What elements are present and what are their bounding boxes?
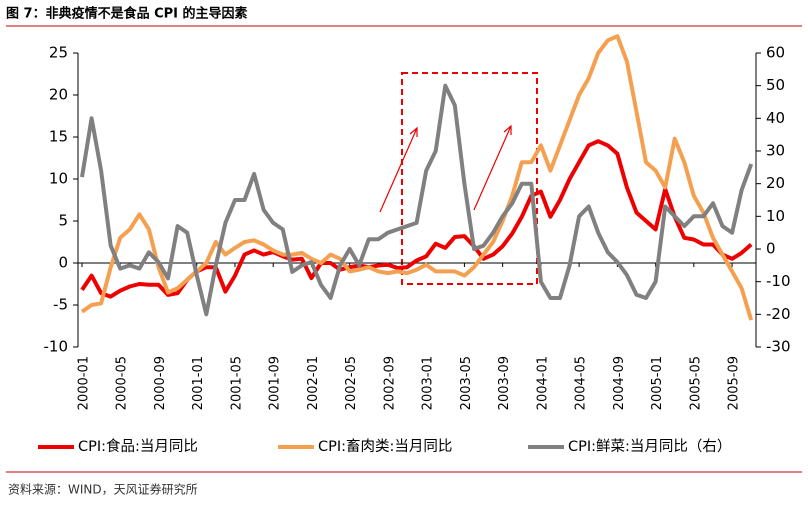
- y2-tick-label: -10: [766, 272, 791, 290]
- series-line: [80, 83, 754, 317]
- series-line: [80, 34, 754, 321]
- x-tick-label: 2001-05: [229, 356, 244, 410]
- y2-tick-label: 10: [766, 207, 785, 225]
- y2-tick-label: 40: [766, 109, 785, 127]
- y-tick-label: -5: [53, 296, 68, 314]
- x-tick-label: 2000-05: [115, 356, 130, 410]
- x-tick-label: 2002-09: [382, 356, 397, 410]
- y2-tick-label: 30: [766, 142, 785, 160]
- y-tick-label: 25: [49, 44, 68, 62]
- x-tick-label: 2000-09: [153, 356, 168, 410]
- x-tick-label: 2003-05: [459, 356, 474, 410]
- y2-tick-label: 60: [766, 44, 785, 62]
- y2-tick-label: 50: [766, 76, 785, 94]
- y-tick-label: -10: [44, 338, 69, 356]
- legend-label: CPI:食品:当月同比: [78, 438, 198, 455]
- y-tick-label: 10: [49, 170, 68, 188]
- y2-tick-label: -30: [766, 338, 791, 356]
- x-tick-label: 2001-09: [268, 356, 283, 410]
- x-tick-label: 2004-09: [612, 356, 627, 410]
- y-tick-label: 15: [49, 128, 68, 146]
- chart-title: 图 7：非典疫情不是食品 CPI 的主导因素: [6, 6, 248, 22]
- x-tick-label: 2000-01: [77, 356, 92, 410]
- legend-label: CPI:鲜菜:当月同比（右）: [568, 438, 731, 455]
- y-tick-label: 5: [58, 212, 68, 230]
- x-tick-label: 2004-01: [535, 356, 550, 410]
- y-tick-label: 20: [49, 86, 68, 104]
- legend-label: CPI:畜肉类:当月同比: [318, 438, 452, 455]
- x-tick-label: 2005-09: [727, 356, 742, 410]
- x-tick-label: 2003-01: [421, 356, 436, 410]
- y2-tick-label: -20: [766, 305, 791, 323]
- y-tick-label: 0: [58, 254, 68, 272]
- x-tick-label: 2001-01: [191, 356, 206, 410]
- y2-tick-label: 0: [766, 240, 776, 258]
- x-tick-label: 2003-09: [497, 356, 512, 410]
- y2-tick-label: 20: [766, 174, 785, 192]
- x-tick-label: 2002-05: [344, 356, 359, 410]
- x-tick-label: 2005-05: [688, 356, 703, 410]
- annotation-arrows: [379, 124, 512, 213]
- highlight-box: [401, 72, 538, 285]
- x-tick-label: 2005-01: [650, 356, 665, 410]
- x-tick-label: 2004-05: [574, 356, 589, 410]
- source-note: 资料来源：WIND，天风证券研究所: [8, 482, 198, 497]
- x-tick-label: 2002-01: [306, 356, 321, 410]
